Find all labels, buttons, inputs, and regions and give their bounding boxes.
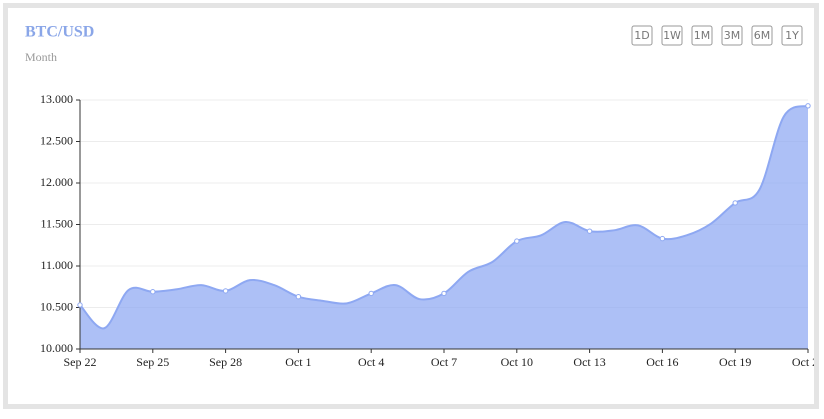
x-tick-label: Oct 22	[792, 355, 824, 369]
button-label: 1Y	[785, 29, 799, 42]
data-point	[441, 290, 447, 297]
data-point	[659, 235, 666, 242]
area	[80, 105, 808, 349]
button-label: 6M	[754, 29, 771, 42]
y-tick-label: 11.000	[40, 258, 73, 272]
button-frame	[691, 25, 713, 46]
button-label: 3M	[724, 29, 741, 42]
y-tick-label: 11.500	[40, 216, 73, 230]
button-frame	[661, 25, 683, 46]
range-button[interactable]: 6M	[751, 25, 773, 46]
x-tick-label: Oct 4	[358, 355, 384, 369]
y-tick-label: 12.000	[40, 175, 73, 189]
range-button[interactable]: 1M	[691, 25, 713, 46]
button-label: 1M	[694, 29, 711, 42]
chart-subtitle: Month	[25, 50, 57, 64]
chart-content: BTC/USD Month 1D 1W 1M 3M 6M 1Y 10.000 10.500 11…	[25, 24, 824, 369]
button-label: 1W	[663, 29, 681, 42]
data-point	[514, 238, 520, 244]
x-tick-label: Oct 13	[573, 355, 605, 369]
data-point	[805, 103, 811, 109]
x-tick-label: Sep 25	[136, 355, 169, 369]
data-point	[586, 228, 593, 234]
data-point	[732, 200, 738, 206]
range-button[interactable]: 1W	[661, 25, 683, 46]
y-tick-label: 12.500	[40, 133, 73, 147]
button-frame	[721, 25, 743, 46]
x-tick-label: Sep 28	[209, 355, 242, 369]
data-point	[295, 294, 302, 300]
y-tick-label: 13.000	[40, 92, 73, 106]
x-tick-label: Oct 16	[646, 355, 678, 369]
range-button[interactable]: 3M	[721, 25, 743, 46]
button-frame	[631, 25, 653, 46]
y-tick-label: 10.500	[40, 299, 73, 313]
range-button[interactable]: 1D	[631, 25, 653, 46]
x-tick-label: Oct 7	[431, 355, 457, 369]
range-button[interactable]: 1Y	[781, 25, 803, 46]
y-tick-label: 10.000	[40, 341, 73, 355]
x-tick-label: Sep 22	[64, 355, 97, 369]
data-point	[222, 288, 229, 294]
x-tick-label: Oct 10	[501, 355, 533, 369]
data-point	[77, 302, 83, 308]
x-tick-label: Oct 1	[285, 355, 311, 369]
button-label: 1D	[634, 29, 649, 42]
data-point	[368, 290, 374, 297]
button-frame	[751, 25, 773, 46]
chart-title: BTC/USD	[25, 24, 94, 41]
button-frame	[781, 25, 803, 46]
x-tick-label: Oct 19	[719, 355, 751, 369]
data-point	[150, 289, 156, 295]
